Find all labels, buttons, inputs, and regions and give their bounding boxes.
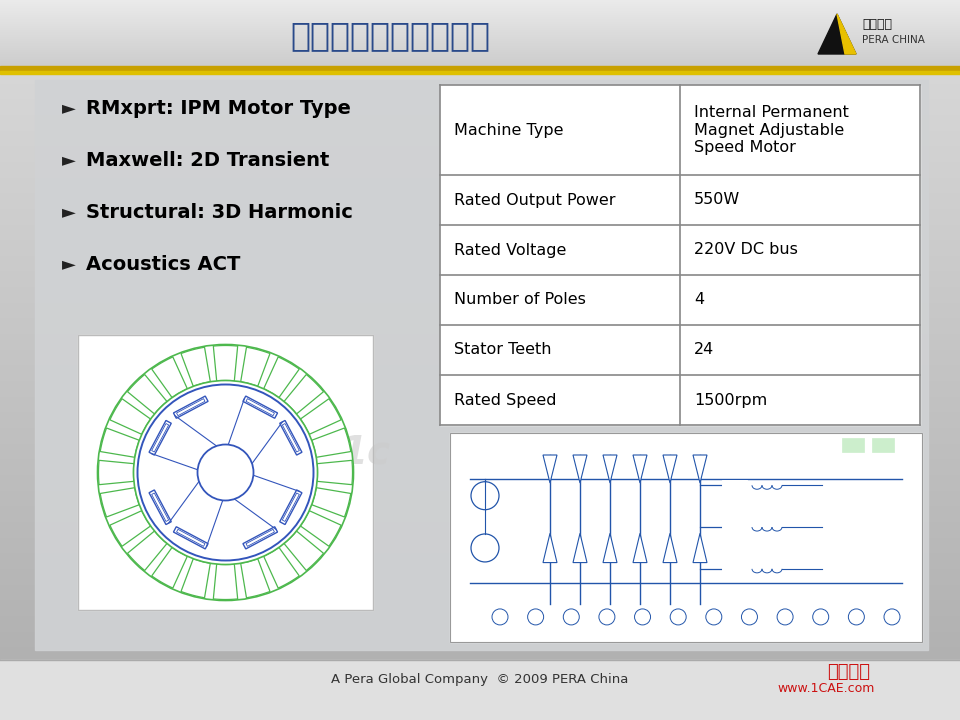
Bar — [872, 438, 894, 452]
Text: Internal Permanent
Magnet Adjustable
Speed Motor: Internal Permanent Magnet Adjustable Spe… — [694, 105, 849, 155]
Text: PERA CHINA: PERA CHINA — [862, 35, 924, 45]
Text: Structural: 3D Harmonic: Structural: 3D Harmonic — [86, 202, 353, 222]
Polygon shape — [312, 428, 350, 457]
Text: A Pera Global Company  © 2009 PERA China: A Pera Global Company © 2009 PERA China — [331, 673, 629, 686]
Polygon shape — [100, 428, 139, 457]
Text: Machine Type: Machine Type — [454, 122, 564, 138]
Polygon shape — [543, 534, 557, 562]
Text: Rated Voltage: Rated Voltage — [454, 243, 566, 258]
Polygon shape — [284, 531, 324, 570]
Polygon shape — [243, 396, 277, 418]
Polygon shape — [128, 531, 167, 570]
Bar — [722, 480, 747, 490]
Text: ►: ► — [62, 99, 76, 117]
Bar — [35, 80, 928, 650]
Polygon shape — [243, 527, 277, 549]
Bar — [0, 71, 960, 74]
Text: 电机电磁振动噪声分析: 电机电磁振动噪声分析 — [290, 19, 490, 53]
Polygon shape — [279, 420, 302, 455]
Polygon shape — [284, 374, 324, 414]
Polygon shape — [99, 460, 134, 485]
Circle shape — [198, 444, 253, 500]
Bar — [722, 564, 747, 574]
Bar — [450, 433, 922, 642]
Circle shape — [137, 384, 314, 560]
Bar — [722, 522, 747, 532]
Polygon shape — [181, 559, 210, 598]
Text: 550W: 550W — [694, 192, 740, 207]
Polygon shape — [152, 357, 187, 397]
Polygon shape — [110, 399, 151, 434]
Polygon shape — [241, 559, 270, 598]
Text: 安世亚太: 安世亚太 — [862, 17, 892, 30]
Text: Rated Speed: Rated Speed — [454, 392, 557, 408]
Polygon shape — [603, 455, 617, 483]
Polygon shape — [241, 347, 270, 387]
Polygon shape — [693, 534, 707, 562]
Polygon shape — [300, 510, 341, 546]
Polygon shape — [100, 487, 139, 517]
Circle shape — [98, 344, 353, 600]
Polygon shape — [317, 460, 352, 485]
Polygon shape — [603, 534, 617, 562]
Text: ►: ► — [62, 255, 76, 273]
Polygon shape — [110, 510, 151, 546]
Text: 1c: 1c — [341, 433, 391, 472]
Text: 220V DC bus: 220V DC bus — [694, 243, 798, 258]
Polygon shape — [300, 399, 341, 434]
Polygon shape — [663, 534, 677, 562]
Polygon shape — [181, 347, 210, 387]
Polygon shape — [663, 455, 677, 483]
Polygon shape — [543, 455, 557, 483]
Text: 4: 4 — [694, 292, 704, 307]
Polygon shape — [693, 455, 707, 483]
Bar — [450, 433, 922, 642]
Polygon shape — [149, 420, 171, 455]
Polygon shape — [837, 14, 856, 54]
Bar — [440, 85, 920, 425]
Polygon shape — [573, 455, 587, 483]
Polygon shape — [152, 547, 187, 588]
Text: 24: 24 — [694, 343, 714, 358]
Bar — [842, 438, 864, 452]
Bar — [0, 660, 960, 720]
Polygon shape — [149, 490, 171, 525]
Polygon shape — [128, 374, 167, 414]
Bar — [78, 335, 373, 610]
Text: 1500rpm: 1500rpm — [694, 392, 767, 408]
Bar — [0, 66, 960, 71]
Polygon shape — [174, 527, 208, 549]
Text: 仿真在线: 仿真在线 — [827, 663, 870, 681]
Bar — [78, 335, 373, 610]
Text: Maxwell: 2D Transient: Maxwell: 2D Transient — [86, 150, 329, 169]
Polygon shape — [633, 534, 647, 562]
Polygon shape — [573, 534, 587, 562]
Text: Number of Poles: Number of Poles — [454, 292, 586, 307]
Text: www.1CAE.com: www.1CAE.com — [778, 682, 875, 695]
Text: Stator Teeth: Stator Teeth — [454, 343, 551, 358]
Text: Rated Output Power: Rated Output Power — [454, 192, 615, 207]
Polygon shape — [279, 490, 302, 525]
Polygon shape — [264, 357, 300, 397]
Polygon shape — [174, 396, 208, 418]
Text: ►: ► — [62, 203, 76, 221]
Polygon shape — [818, 14, 856, 54]
Polygon shape — [633, 455, 647, 483]
Circle shape — [133, 380, 318, 564]
Text: Acoustics ACT: Acoustics ACT — [86, 254, 240, 274]
Polygon shape — [312, 487, 350, 517]
Polygon shape — [213, 346, 238, 381]
Polygon shape — [213, 564, 238, 600]
Polygon shape — [264, 547, 300, 588]
Text: ►: ► — [62, 151, 76, 169]
Text: RMxprt: IPM Motor Type: RMxprt: IPM Motor Type — [86, 99, 350, 117]
